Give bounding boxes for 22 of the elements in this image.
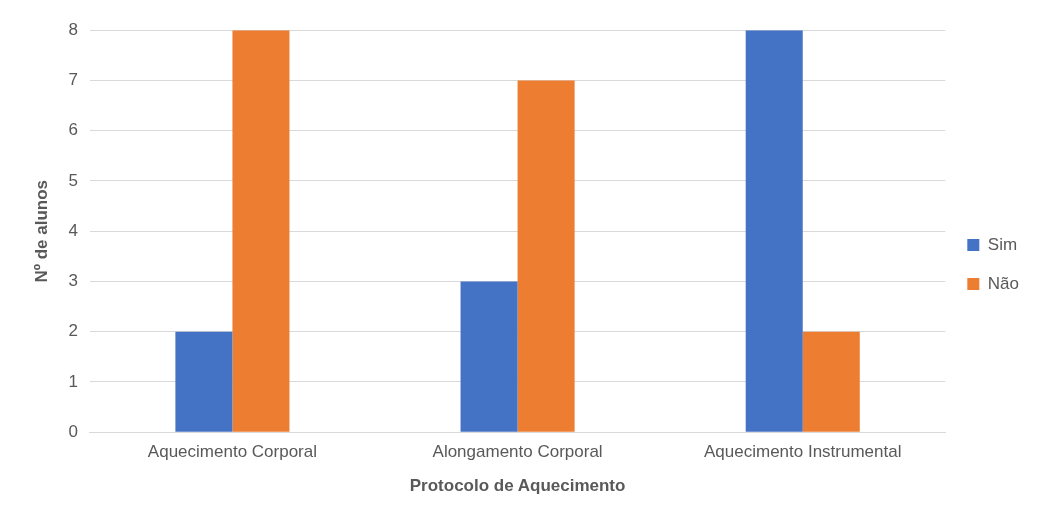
y-tick-label: 7 <box>68 70 78 90</box>
x-axis-title: Protocolo de Aquecimento <box>409 476 626 496</box>
y-tick-label: 1 <box>68 371 78 391</box>
y-tick-label: 2 <box>68 321 78 341</box>
y-tick-label: 4 <box>68 220 78 240</box>
x-tick-label: Alongamento Corporal <box>432 442 603 462</box>
x-tick-label: Aquecimento Corporal <box>147 442 318 462</box>
bar <box>517 80 575 432</box>
bar <box>175 331 233 432</box>
y-tick-label: 8 <box>68 19 78 39</box>
y-tick-label: 0 <box>68 421 78 441</box>
y-tick-label: 5 <box>68 170 78 190</box>
legend-label: Sim <box>987 234 1018 254</box>
y-axis-title: Nº de alunos <box>31 179 51 283</box>
bar <box>802 331 860 432</box>
x-tick-label: Aquecimento Instrumental <box>703 442 902 462</box>
bar <box>745 30 803 432</box>
bar <box>460 281 518 432</box>
bar <box>232 30 290 432</box>
y-tick-label: 6 <box>68 120 78 140</box>
legend-label: Não <box>987 273 1019 293</box>
y-tick-label: 3 <box>68 271 78 291</box>
